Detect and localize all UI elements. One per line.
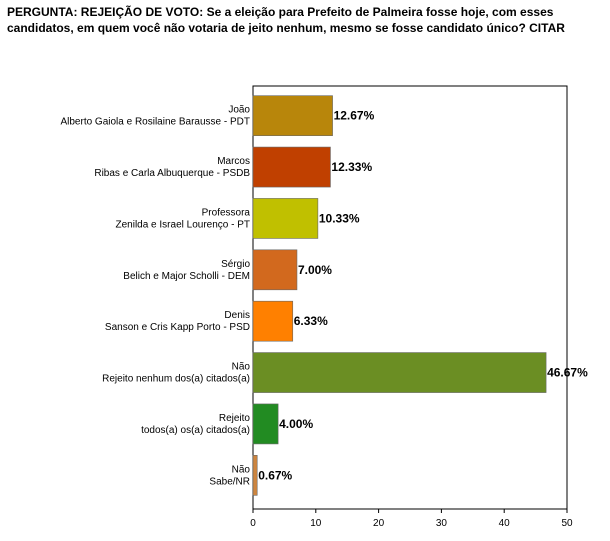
category-label: Rejeito [219,413,251,424]
value-label: 12.33% [331,160,372,174]
category-label: Zenilda e Israel Lourenço - PT [115,219,250,230]
category-label: João [228,105,250,116]
value-label: 7.00% [298,263,332,277]
category-label: Sanson e Cris Kapp Porto - PSD [105,322,250,333]
category-label: Não [232,362,251,373]
category-label: Ribas e Carla Albuquerque - PSDB [94,168,250,179]
category-label: todos(a) os(a) citados(a) [141,425,250,436]
category-label: Sabe/NR [209,476,250,487]
chart-title: PERGUNTA: REJEIÇÃO DE VOTO: Se a eleição… [7,5,565,35]
value-label: 46.67% [547,366,588,380]
value-label: 0.67% [258,468,292,482]
category-label: Sérgio [221,259,250,270]
x-tick-label: 20 [373,518,385,529]
value-label: 4.00% [279,417,313,431]
bar [252,352,547,393]
value-label: 12.67% [334,109,375,123]
bar [252,198,319,239]
value-label: 6.33% [294,314,328,328]
bar [252,300,294,342]
category-label: Marcos [217,156,250,167]
bar [252,403,279,445]
plot-frame [252,85,568,510]
x-tick-label: 0 [250,518,256,529]
bar [252,249,298,291]
category-label: Denis [224,310,250,321]
category-label: Professora [202,207,251,218]
x-tick-label: 30 [436,518,448,529]
value-label: 10.33% [319,211,360,225]
bar [252,455,258,496]
category-label: Rejeito nenhum dos(a) citados(a) [102,374,250,385]
x-tick-label: 50 [561,518,573,529]
bar [252,95,333,136]
category-label: Alberto Gaiola e Rosilaine Barausse - PD… [60,117,250,128]
category-label: Belich e Major Scholli - DEM [123,271,250,282]
bar [252,146,331,188]
category-label: Não [232,464,251,475]
x-tick-label: 40 [499,518,511,529]
x-tick-label: 10 [310,518,322,529]
